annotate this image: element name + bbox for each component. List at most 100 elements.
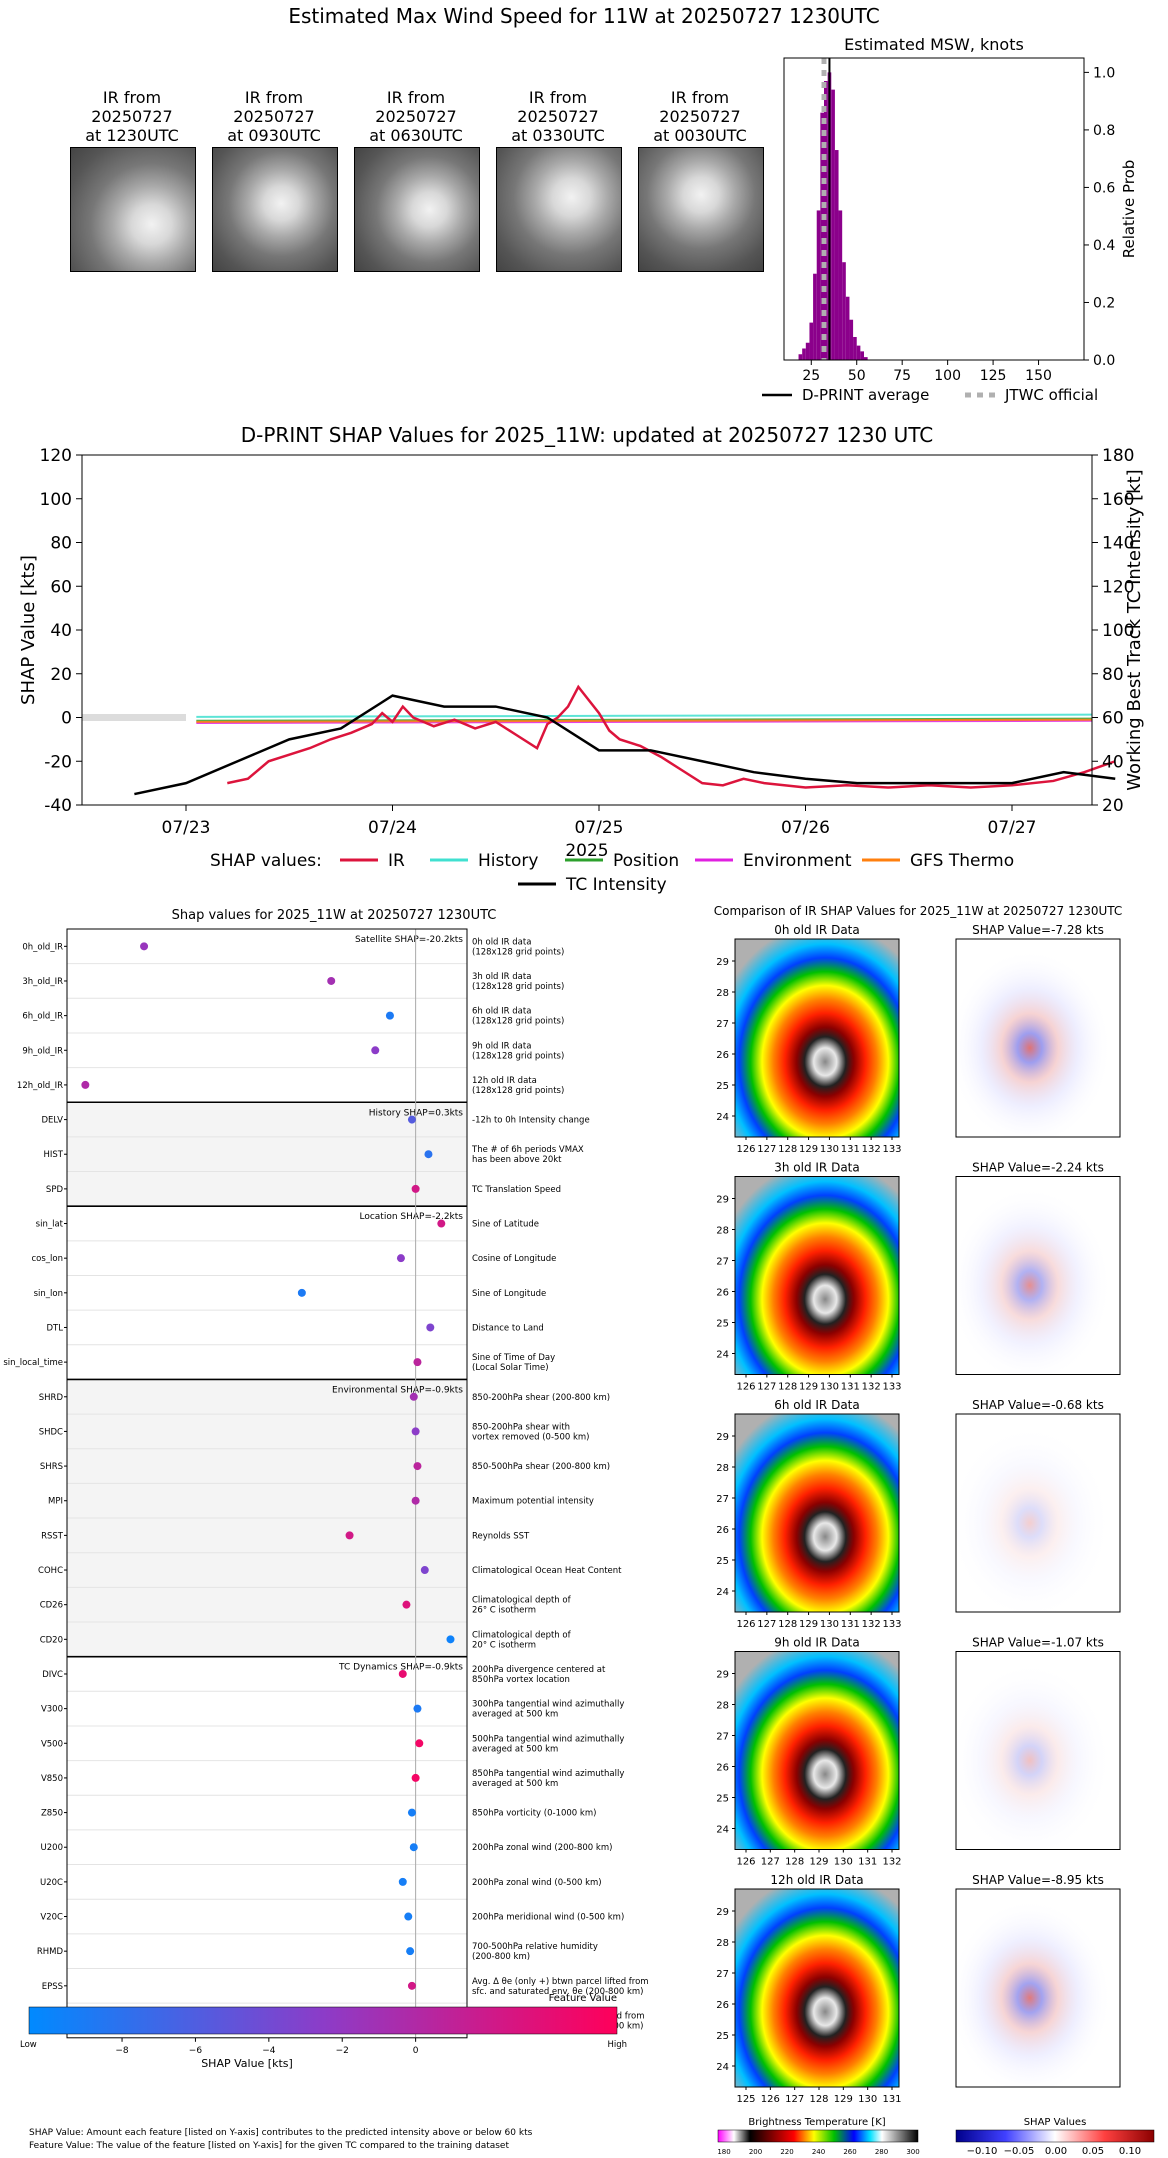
feature-point — [409, 1843, 418, 1852]
ir-xtick-label: 130 — [820, 1619, 839, 1630]
ts-legend-label: TC Intensity — [565, 875, 667, 895]
feature-point — [396, 1254, 405, 1263]
ts-y2tick-label: 80 — [1102, 665, 1124, 685]
ir-thumb-label-line: IR from — [244, 88, 304, 107]
feature-desc: averaged at 500 km — [472, 1779, 558, 1789]
ir-ytick-label: 25 — [716, 2031, 729, 2042]
colorbar-low-label: Low — [20, 2040, 37, 2050]
comparison-title: Comparison of IR SHAP Values for 2025_11… — [714, 904, 1123, 918]
ir-xtick-label: 131 — [841, 1619, 860, 1630]
ir-xtick-label: 126 — [736, 1382, 755, 1393]
ir-ytick-label: 29 — [716, 1907, 729, 1918]
feature-desc: vortex removed (0-500 km) — [472, 1432, 589, 1442]
ir-panel-frame — [734, 1413, 900, 1613]
histogram-bar — [824, 81, 828, 360]
feature-name: DELV — [41, 1116, 63, 1126]
ir-ytick-label: 28 — [716, 988, 729, 999]
feature-point — [407, 1808, 416, 1817]
timeseries-frame — [81, 454, 1093, 806]
bee-xtick-label: −6 — [189, 2046, 203, 2056]
ir-xtick-label: 133 — [882, 1144, 901, 1155]
histogram-ytick-label: 0.4 — [1093, 238, 1115, 254]
ir-thumb-image — [638, 147, 764, 272]
legend-official-label: JTWC official — [1004, 386, 1098, 404]
ir-thumb-label-line: 20250727 — [659, 107, 741, 126]
feature-point — [413, 1462, 422, 1471]
shap-panel-title: SHAP Value=-8.95 kts — [972, 1873, 1104, 1887]
bt-colorbar-title: Brightness Temperature [K] — [748, 2117, 885, 2128]
shap-panel-frame — [955, 1413, 1121, 1613]
ir-xtick-label: 129 — [834, 2094, 853, 2105]
histogram-bar — [860, 351, 864, 360]
ir-thumb-image — [212, 147, 338, 272]
ts-y2tick-label: 40 — [1102, 752, 1124, 772]
feature-name: V20C — [40, 1913, 63, 1923]
ir-panel-title: 6h old IR Data — [774, 1398, 860, 1412]
bee-title: Shap values for 2025_11W at 20250727 123… — [172, 908, 497, 923]
histogram-bar — [845, 296, 850, 360]
feature-desc: 850-500hPa shear (200-800 km) — [472, 1462, 610, 1472]
bt-colorbar-tick: 200 — [749, 2148, 762, 2156]
ts-legend-label: IR — [388, 851, 405, 871]
ir-ytick-label: 29 — [716, 957, 729, 968]
feature-desc: (128x128 grid points) — [472, 1017, 564, 1027]
shap-panel-image — [956, 1176, 1120, 1375]
feature-desc: 12h old IR data — [472, 1076, 537, 1086]
bee-xtick-label: −4 — [262, 2046, 276, 2056]
feature-desc: 200hPa zonal wind (200-800 km) — [472, 1843, 612, 1853]
ir-panel-image — [735, 1889, 899, 2087]
feature-desc: 850-200hPa shear (200-800 km) — [472, 1393, 610, 1403]
feature-desc: has been above 20kt — [472, 1155, 562, 1165]
ir-xtick-label: 131 — [882, 2094, 901, 2105]
ts-ytick-label: 80 — [50, 534, 72, 554]
ir-ytick-label: 28 — [716, 1226, 729, 1237]
histogram-bar — [798, 354, 803, 360]
feature-name: HIST — [44, 1150, 64, 1160]
ir-xtick-label: 127 — [757, 1382, 776, 1393]
feature-point — [402, 1600, 411, 1609]
feature-desc: 200hPa meridional wind (0-500 km) — [472, 1913, 624, 1923]
histogram-xtick-label: 100 — [934, 368, 961, 384]
feature-name: sin_lon — [34, 1289, 63, 1299]
feature-desc: (128x128 grid points) — [472, 982, 564, 992]
ir-panel-title: 3h old IR Data — [774, 1161, 860, 1175]
shap-panel-title: SHAP Value=-0.68 kts — [972, 1398, 1104, 1412]
ir-thumb-label-line: IR from — [670, 88, 730, 107]
feature-point — [424, 1150, 433, 1159]
feature-desc: Maximum potential intensity — [472, 1497, 594, 1507]
ir-thumb-label: IR from 20250727 at 0930UTC — [202, 88, 346, 145]
histogram-xtick-label: 25 — [802, 368, 820, 384]
bt-colorbar-tick: 300 — [906, 2148, 919, 2156]
histogram-ytick-label: 0.2 — [1093, 295, 1115, 311]
ir-panel-image — [735, 939, 899, 1137]
ir-thumb-label-line: IR from — [102, 88, 162, 107]
ir-ytick-label: 25 — [716, 1556, 729, 1567]
ir-xtick-label: 129 — [809, 1857, 828, 1868]
ir-xtick-label: 129 — [799, 1619, 818, 1630]
feature-point — [415, 1739, 424, 1748]
feature-desc: averaged at 500 km — [472, 1710, 558, 1720]
shap-panel-title: SHAP Value=-1.07 kts — [972, 1636, 1104, 1650]
ts-ytick-label: 60 — [50, 577, 72, 597]
feature-point — [327, 976, 336, 985]
series-position — [196, 717, 1093, 722]
bee-xtick-label: −8 — [115, 2046, 129, 2056]
feature-point — [411, 1427, 420, 1436]
histogram-bar — [856, 345, 861, 360]
ir-thumb-image — [496, 147, 622, 272]
feature-point — [345, 1531, 354, 1540]
series-ir — [227, 684, 1116, 789]
ir-thumb-label-line: IR from — [386, 88, 446, 107]
feature-name: SPD — [46, 1185, 64, 1195]
msw-histogram: Estimated MSW, knots 25 50 75 100 125 150 0.0 0.… — [762, 35, 1138, 404]
ir-xtick-label: 133 — [882, 1382, 901, 1393]
ir-xtick-label: 127 — [761, 1857, 780, 1868]
ir-thumb-label-line: 20250727 — [91, 107, 173, 126]
feature-point — [437, 1219, 446, 1228]
feature-desc: Climatological depth of — [472, 1630, 572, 1640]
feature-desc: 850hPa tangential wind azimuthally — [472, 1769, 624, 1779]
shap-colorbar-title: SHAP Values — [1024, 2117, 1087, 2128]
feature-point — [446, 1635, 455, 1644]
ts-y2tick-label: 100 — [1102, 621, 1134, 641]
histogram-bar — [864, 357, 868, 360]
